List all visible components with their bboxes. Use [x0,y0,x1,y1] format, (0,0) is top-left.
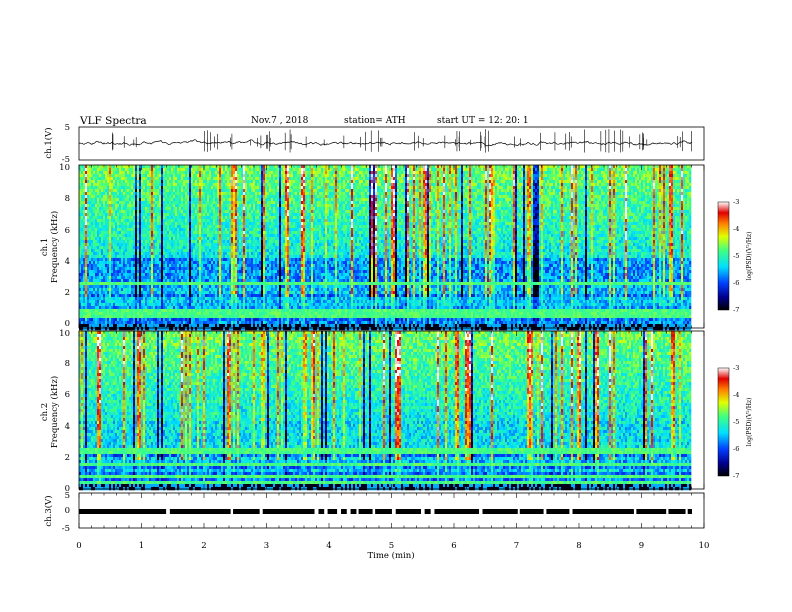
ch1-ytick-0: 0 [65,319,70,329]
ch2-colorbar-tick-6: -6 [733,445,739,453]
ch2-colorbar-tick-7: -7 [733,472,739,480]
ch1-colorbar-tick-4: -4 [733,225,739,233]
ch1-colorbar-tick-6: -6 [733,279,739,287]
ch1-ylabel: ch.1(V) [43,127,54,158]
ch1-colorbar-tick-5: -5 [733,252,739,260]
ch3-ytick-minus5: -5 [62,524,70,534]
start-time-label: start UT = 12: 20: 1 [437,116,529,126]
ch1-spectrogram-image [79,165,691,330]
ch1-colorbar-label: log(PSD)(V²/Hz) [746,232,753,281]
ch2-ytick-8: 8 [65,359,70,369]
xtick-9: 9 [639,541,644,551]
ch2-spectrogram-panel: 0 2 4 6 8 10 ch.2 Frequency (kHz) -3 -4 … [40,329,753,494]
ch2-colorbar [718,368,729,476]
ch1-waveform-line [79,140,692,146]
ch2-colorbar-tick-5: -5 [733,418,739,426]
ch3-panel: 5 0 -5 ch.3(V) 0 1 2 3 4 5 6 7 8 9 10 Ti… [43,491,709,561]
ch1-waveform-panel: 5 -5 ch.1(V) [43,123,704,165]
x-tick-labels: 0 1 2 3 4 5 6 7 8 9 10 [76,541,709,551]
ch2-spectrogram-image [79,331,691,490]
ch3-ylabel: ch.3(V) [43,495,54,526]
ch1-colorbar [718,202,729,310]
ch2-ytick-4: 4 [65,422,70,432]
xtick-10: 10 [699,541,710,551]
xtick-3: 3 [264,541,269,551]
ch1-ytick-2: 2 [65,288,70,298]
ch3-ytick-0: 0 [65,506,70,516]
ch1-colorbar-tick-7: -7 [733,306,739,314]
ch1-ytick-4: 4 [65,257,70,267]
ch2-colorbar-tick-3: -3 [733,364,739,372]
ch2-colorbar-tick-4: -4 [733,391,739,399]
ch1-spectrogram-panel: 0 2 4 6 8 10 ch.1 Frequency (kHz) -3 -4 … [40,163,753,330]
ch2-channel-label: ch.2 [40,403,50,421]
ch2-ytick-6: 6 [65,390,70,400]
ch1-colorbar-tick-3: -3 [733,198,739,206]
ch1-spikes [112,129,691,153]
xtick-5: 5 [389,541,394,551]
x-axis-label: Time (min) [367,550,414,561]
ch1-frequency-label: Frequency (kHz) [49,211,60,283]
ch1-ytick-8: 8 [65,194,70,204]
ch1-channel-label: ch.1 [40,238,50,256]
ch3-ytick-5: 5 [65,491,70,501]
xtick-6: 6 [451,541,456,551]
ch2-ytick-2: 2 [65,453,70,463]
ch1-ytick-10: 10 [59,163,70,173]
ch2-frequency-label: Frequency (kHz) [49,376,60,448]
xtick-8: 8 [576,541,581,551]
ch3-pulse-train [79,509,692,515]
figure-title: VLF Spectra [79,115,147,127]
ch1-ytick-6: 6 [65,226,70,236]
ch2-colorbar-label: log(PSD)(V²/Hz) [746,398,753,447]
xtick-4: 4 [326,541,331,551]
station-label: station= ATH [344,116,406,126]
ch2-ytick-10: 10 [59,329,70,339]
xtick-1: 1 [139,541,144,551]
xtick-0: 0 [76,541,81,551]
xtick-7: 7 [514,541,519,551]
xtick-2: 2 [201,541,206,551]
date-label: Nov.7 , 2018 [251,116,309,126]
ch1-ytick-top: 5 [65,123,70,133]
